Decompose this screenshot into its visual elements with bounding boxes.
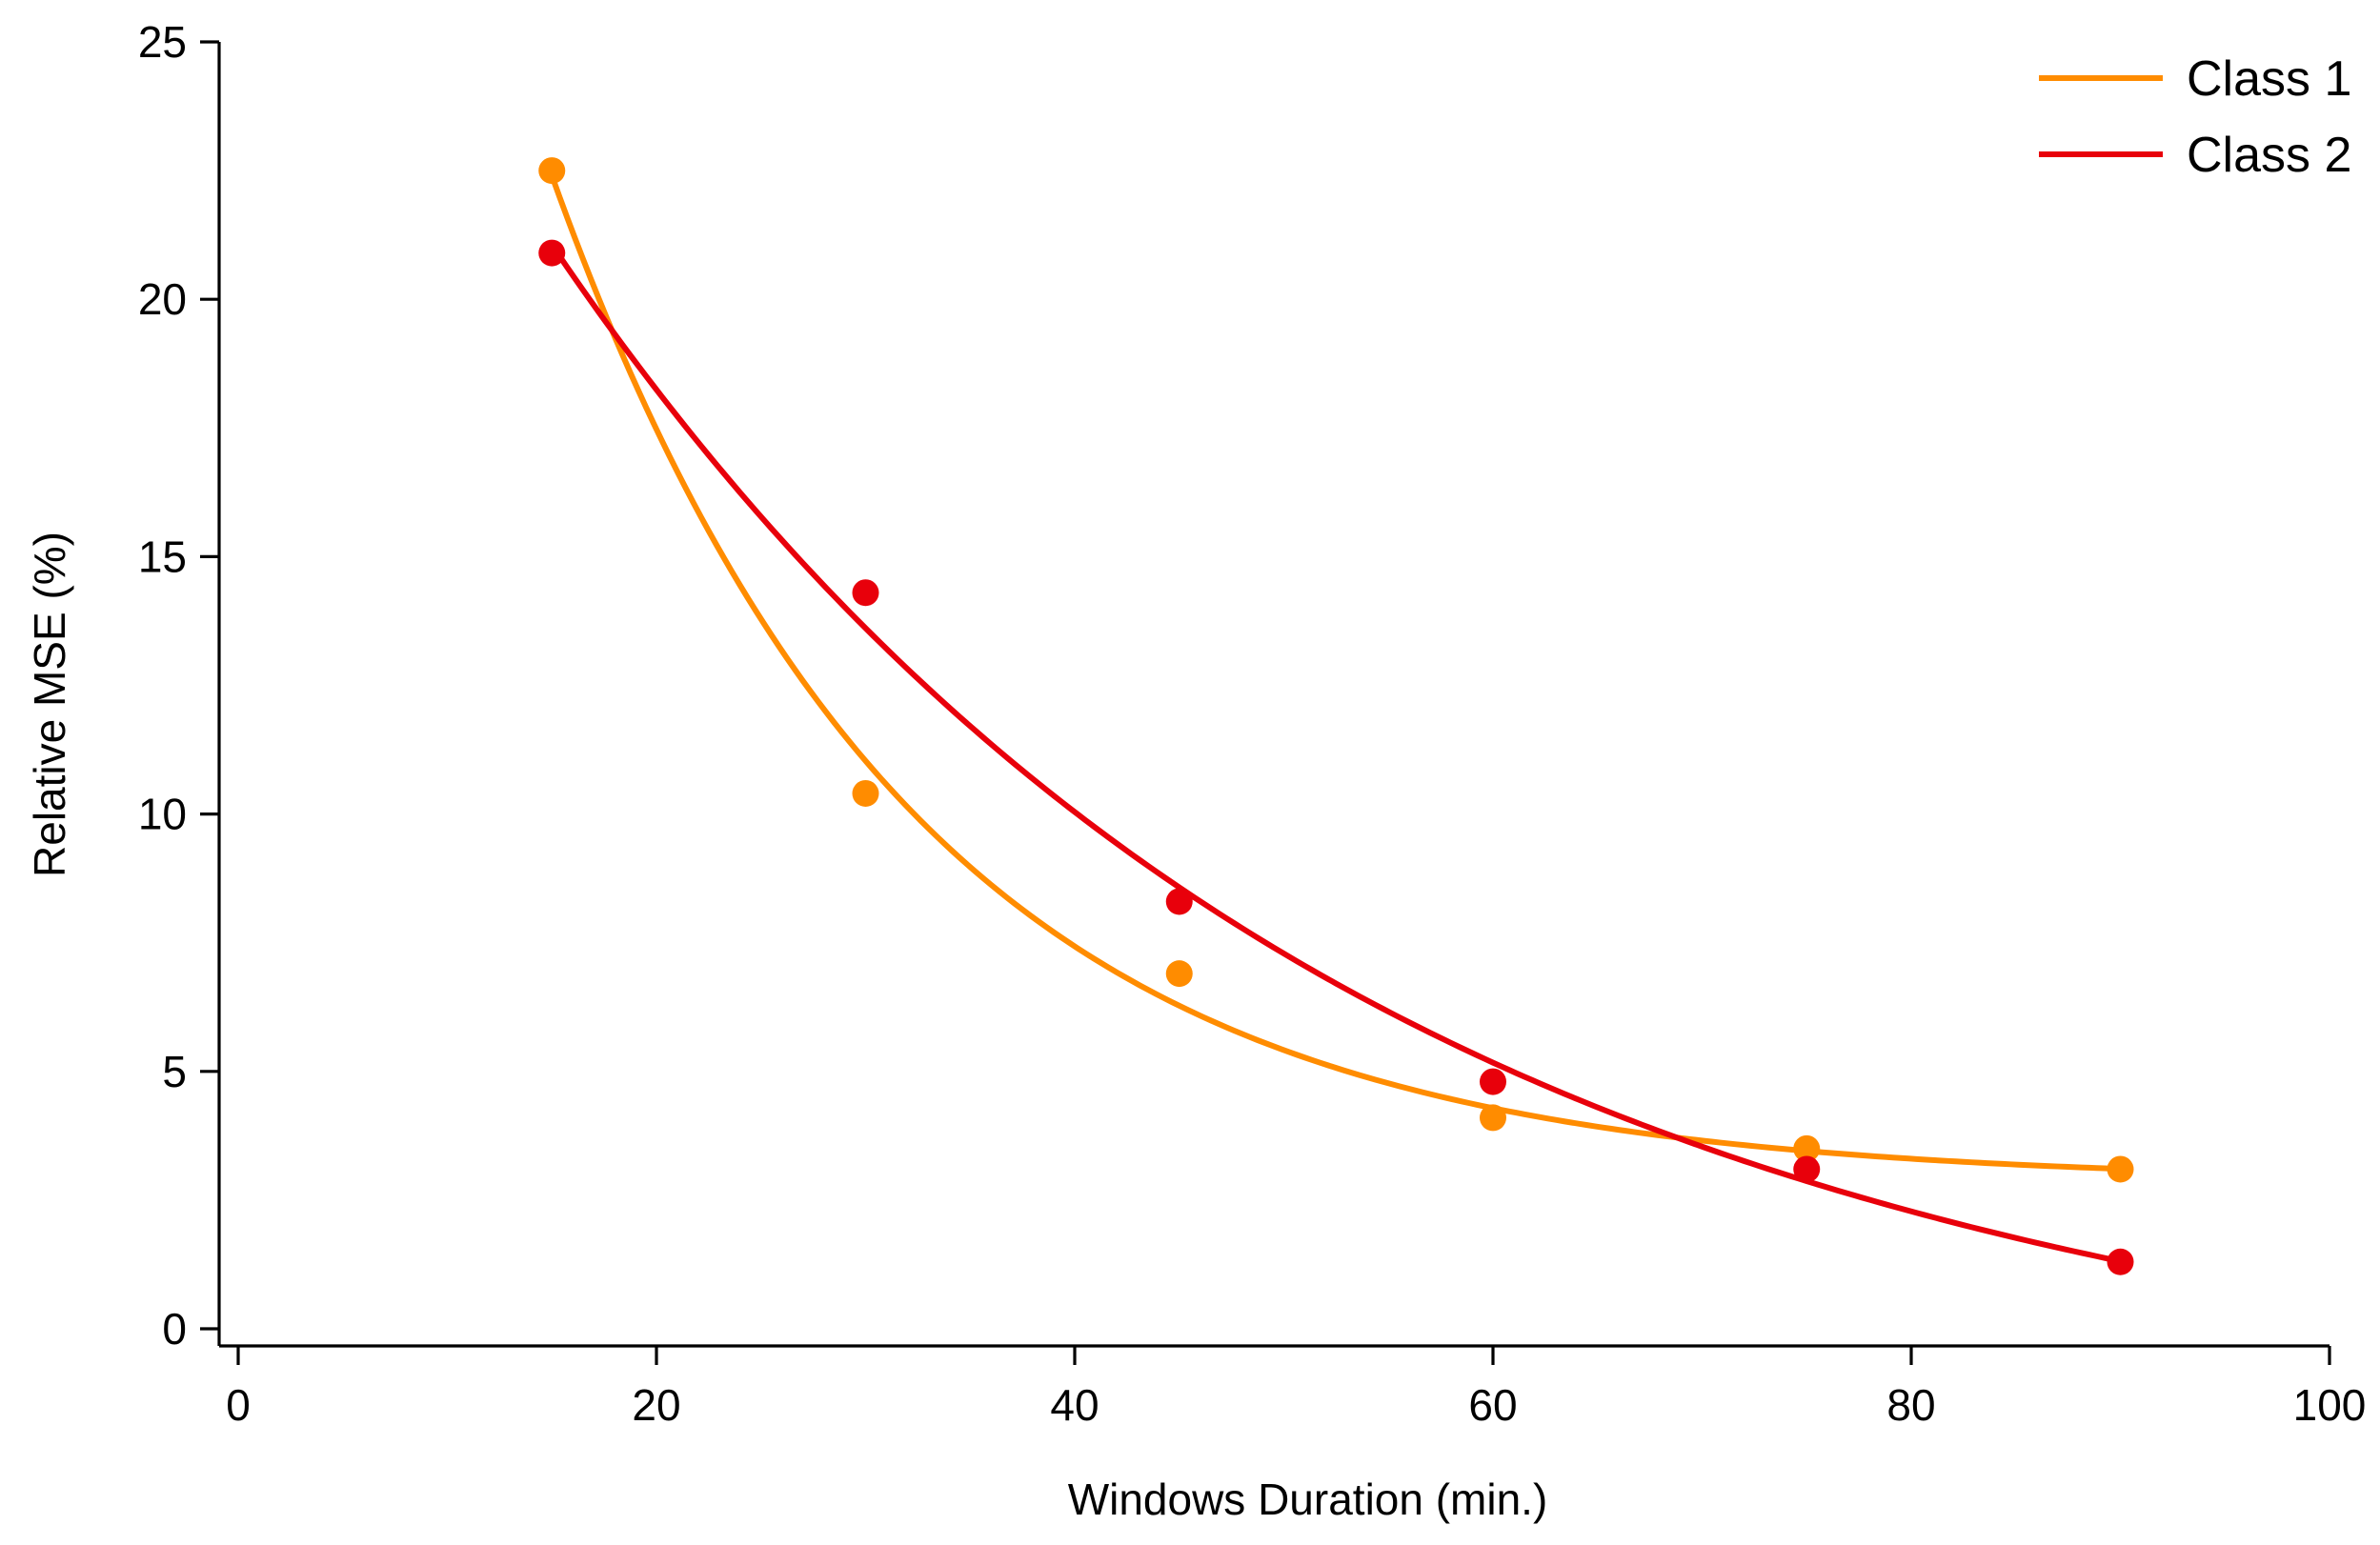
y-tick-label: 20 <box>138 274 187 324</box>
data-point-class-1 <box>1165 960 1193 988</box>
x-tick-label: 80 <box>1886 1380 1935 1430</box>
data-point-class-1 <box>538 157 566 185</box>
data-point-class-2 <box>1165 888 1193 915</box>
y-tick-label: 0 <box>162 1304 187 1354</box>
fit-curve-class-1 <box>549 172 2124 1173</box>
x-axis-title: Windows Duration (min.) <box>1068 1475 1548 1524</box>
x-tick-label: 20 <box>632 1380 680 1430</box>
legend-label-class-2: Class 2 <box>2187 128 2351 183</box>
y-axis-title: Relative MSE (%) <box>25 532 74 877</box>
data-point-class-1 <box>1793 1134 1821 1162</box>
data-point-class-2 <box>852 579 879 607</box>
data-point-class-2 <box>538 239 566 267</box>
data-point-class-1 <box>1480 1104 1506 1132</box>
data-points <box>538 157 2134 1275</box>
data-point-class-2 <box>1480 1068 1506 1095</box>
axes <box>217 42 2330 1348</box>
x-tick-label: 0 <box>226 1380 251 1430</box>
legend-label-class-1: Class 1 <box>2187 51 2351 107</box>
data-point-class-1 <box>852 779 879 807</box>
x-ticks: 0 20 40 60 80 100 <box>226 1346 2366 1430</box>
data-point-class-2 <box>1793 1155 1821 1183</box>
fit-curves <box>549 172 2124 1265</box>
y-tick-label: 10 <box>138 790 187 839</box>
y-ticks: 0 5 10 15 20 25 <box>138 17 219 1354</box>
y-tick-label: 15 <box>138 532 187 581</box>
fit-curve-class-2 <box>549 242 2124 1265</box>
data-point-class-1 <box>2107 1155 2134 1183</box>
x-tick-label: 100 <box>2293 1380 2367 1430</box>
x-tick-label: 60 <box>1468 1380 1517 1430</box>
x-tick-label: 40 <box>1050 1380 1099 1430</box>
y-tick-label: 25 <box>138 17 187 67</box>
data-point-class-2 <box>2107 1248 2134 1275</box>
legend: Class 1 Class 2 <box>2039 51 2351 183</box>
y-tick-label: 5 <box>162 1047 187 1096</box>
